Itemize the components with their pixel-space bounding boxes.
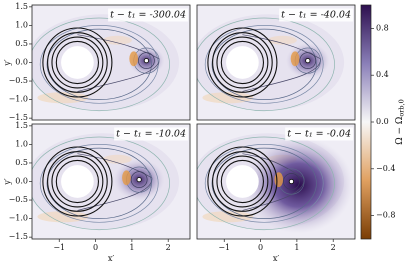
companion: [288, 178, 295, 185]
black-contour: [220, 159, 265, 204]
y-tick-label: −1.5: [9, 113, 28, 122]
black-contour: [55, 159, 100, 204]
y-tick-label: 0.5: [15, 158, 28, 167]
panel: [32, 124, 190, 239]
y-axis-label: y′: [3, 59, 12, 67]
colorbar-label: Ω − Ωorb,0: [395, 99, 406, 145]
contour: [299, 52, 317, 69]
contour: [197, 136, 335, 231]
contour: [197, 17, 335, 112]
black-contour: [51, 36, 104, 89]
black-contour: [47, 32, 108, 93]
companion: [143, 57, 150, 64]
colorbar-label-sub: orb,0: [398, 99, 406, 116]
annotation-bg: [279, 8, 353, 22]
panel-frame: [196, 123, 356, 240]
y-tick-label: −0.5: [9, 76, 28, 85]
contour: [32, 136, 170, 231]
contour: [32, 17, 170, 112]
annotation-bg: [108, 8, 188, 22]
annotation: t − t₁ = -10.04: [116, 129, 186, 140]
black-contour: [47, 151, 108, 212]
contour: [39, 25, 159, 104]
annotation: t − t₁ = -0.04: [287, 129, 351, 140]
colorbar: [360, 4, 372, 240]
field-orange: [102, 35, 132, 45]
x-tick-label: 0: [93, 243, 98, 252]
contour: [46, 28, 152, 100]
y-axis-label: y′: [3, 178, 12, 186]
contour: [204, 25, 324, 104]
primary-core: [61, 165, 94, 198]
black-contour: [216, 36, 269, 89]
colorbar-tick-label: −0.8: [376, 211, 395, 220]
annotation-bg: [114, 127, 188, 141]
y-tick-label: 1.5: [15, 2, 28, 11]
panel: [197, 5, 355, 120]
y-tick-label: −1.0: [9, 95, 28, 104]
contour: [211, 28, 317, 100]
y-tick-label: 0.0: [15, 58, 28, 67]
x-axis-label: x′: [273, 254, 280, 263]
x-tick-label: 1: [294, 243, 299, 252]
x-tick-label: 2: [331, 243, 336, 252]
colorbar-tick-label: 0.8: [376, 23, 389, 32]
y-tick-label: 0.0: [15, 177, 28, 186]
x-tick-label: 1: [129, 243, 134, 252]
colorbar-tick-label: −0.4: [376, 164, 395, 173]
black-contour: [207, 146, 278, 217]
orange-spot: [122, 170, 131, 186]
x-axis-label: x′: [108, 254, 115, 263]
colorbar-tick-label: 0.4: [376, 70, 389, 79]
colorbar-tick-label: 0.0: [376, 117, 389, 126]
y-tick-label: −1.0: [9, 214, 28, 223]
contour: [130, 171, 148, 188]
x-tick-label: −1: [218, 243, 230, 252]
primary-core: [61, 46, 94, 79]
companion: [305, 57, 311, 64]
orange-spot: [290, 51, 300, 67]
contour: [211, 147, 317, 219]
y-tick-label: 1.5: [15, 121, 28, 130]
annotation: t − t₁ = -40.04: [281, 10, 351, 21]
black-contour: [212, 32, 273, 93]
black-contour: [216, 155, 269, 208]
panel-frame: [196, 4, 356, 121]
panel: [32, 5, 190, 120]
primary-core: [226, 165, 259, 198]
y-tick-label: 0.5: [15, 39, 28, 48]
primary-core: [226, 46, 259, 79]
black-contour: [55, 40, 100, 85]
contour: [283, 173, 300, 190]
orange-spot: [129, 51, 139, 67]
x-tick-label: −1: [53, 243, 65, 252]
annotation: t − t₁ = -300.04: [110, 10, 186, 21]
x-tick-label: 0: [258, 243, 263, 252]
black-contour: [207, 27, 278, 98]
black-contour: [42, 146, 113, 217]
contour: [39, 144, 159, 223]
panel: [197, 124, 355, 239]
y-tick-label: −0.5: [9, 195, 28, 204]
companion: [136, 176, 142, 183]
black-contour: [220, 40, 265, 85]
y-tick-label: −1.5: [9, 232, 28, 241]
y-tick-label: 1.0: [15, 20, 28, 29]
black-contour: [42, 27, 113, 98]
annotation-bg: [285, 127, 353, 141]
x-tick-label: 2: [166, 243, 171, 252]
contour: [204, 144, 324, 223]
black-contour: [212, 151, 273, 212]
contour: [138, 52, 155, 69]
field-orange: [267, 35, 297, 45]
field-orange: [102, 154, 132, 164]
colorbar-label-main: Ω − Ω: [395, 117, 405, 145]
y-tick-label: 1.0: [15, 139, 28, 148]
black-contour: [51, 155, 104, 208]
